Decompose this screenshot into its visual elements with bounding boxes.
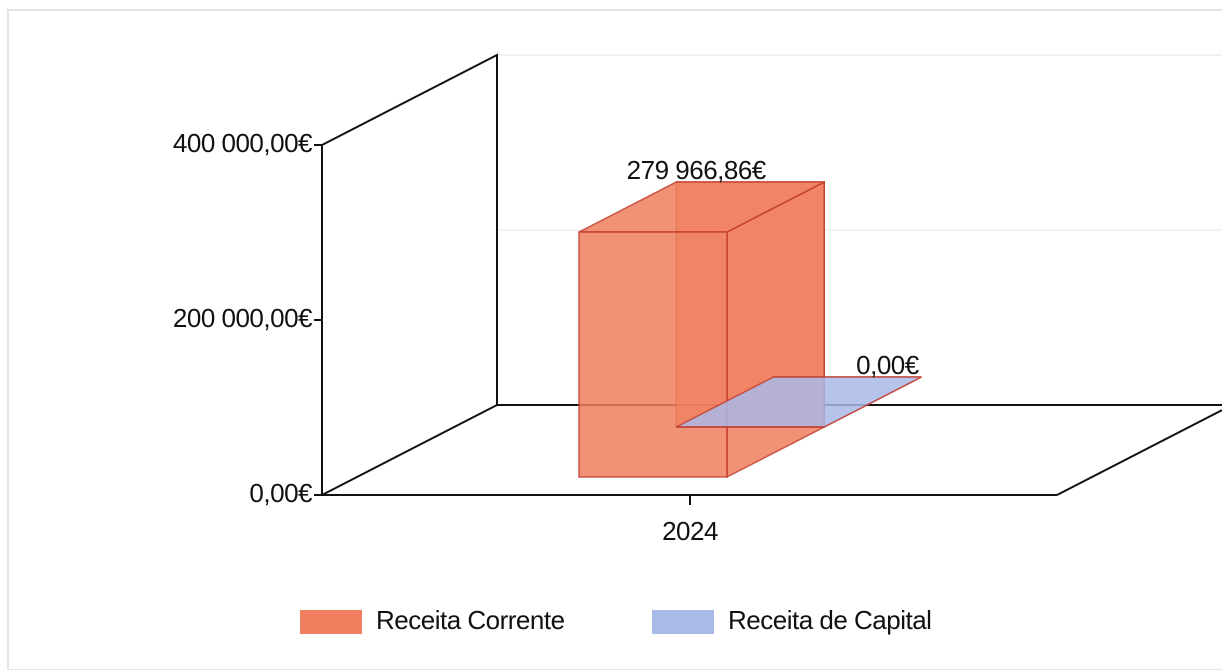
bar [578, 180, 825, 479]
bar-side [726, 180, 825, 479]
axis-floor [321, 404, 498, 496]
legend-swatch [300, 610, 362, 634]
legend-label: Receita Corrente [376, 605, 565, 635]
x-tick-label: 2024 [662, 516, 718, 546]
data-label: 279 966,86€ [627, 155, 767, 185]
data-label: 0,00€ [856, 350, 920, 380]
bar-front [578, 231, 728, 478]
y-tick-label: 0,00€ [249, 478, 313, 508]
axis-floor [1056, 409, 1222, 496]
y-tick-label: 400 000,00€ [173, 128, 313, 158]
legend-swatch [652, 610, 714, 634]
legend-label: Receita de Capital [728, 605, 931, 635]
bar [675, 376, 922, 428]
y-tick-label: 200 000,00€ [173, 303, 313, 333]
frame [7, 9, 1222, 670]
